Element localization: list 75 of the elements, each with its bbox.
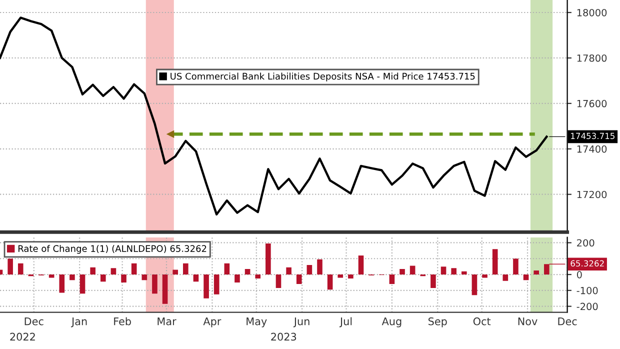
bar <box>162 274 168 304</box>
bar <box>276 274 282 288</box>
bar <box>142 274 148 280</box>
bar <box>214 274 220 294</box>
y-tick-label: -200 <box>576 302 598 310</box>
bar <box>8 258 13 275</box>
y-tick-label: 17800 <box>577 54 607 62</box>
x-tick-label: Apr <box>203 318 222 328</box>
bar <box>100 274 106 282</box>
bar <box>204 274 209 298</box>
bar <box>59 274 65 293</box>
x-tick-label: May <box>246 318 267 328</box>
legend-label: Rate of Change 1(1) (ALNLDEPO) 65.3262 <box>18 244 206 254</box>
bar <box>121 274 126 282</box>
y-tick-label: 17200 <box>577 190 607 198</box>
x-tick-label: Feb <box>114 317 131 326</box>
bar <box>286 267 292 275</box>
annotation: 65.3262 <box>570 260 604 267</box>
y-tick-label: 200 <box>577 239 594 247</box>
bar <box>534 270 540 275</box>
bar <box>389 274 395 284</box>
x-tick-label: Oct <box>473 317 491 326</box>
bar <box>90 267 96 275</box>
bar <box>338 274 344 278</box>
bar <box>482 274 488 278</box>
bar <box>440 266 446 275</box>
bar <box>224 263 230 275</box>
bar <box>255 274 261 278</box>
bar <box>358 255 364 275</box>
bar <box>430 274 436 288</box>
bar <box>18 263 24 275</box>
x-tick-label: Dec <box>558 318 577 326</box>
bar <box>70 274 75 280</box>
bar <box>110 268 116 275</box>
bar <box>348 274 354 278</box>
bar <box>400 268 405 275</box>
bar <box>306 264 312 275</box>
bar <box>296 274 302 284</box>
bar <box>172 270 178 275</box>
bar <box>193 274 199 282</box>
x-tick-label: Mar <box>158 318 176 326</box>
y-tick-label: -100 <box>576 286 598 294</box>
bar <box>523 274 529 280</box>
x-tick-label: Sep <box>428 317 447 328</box>
bar <box>317 259 322 275</box>
bar <box>234 274 240 282</box>
bar <box>472 274 478 296</box>
annotation: 17453.715 <box>571 132 614 140</box>
x-tick-label: Jul <box>339 317 352 328</box>
bar <box>183 263 188 275</box>
bar <box>266 244 271 275</box>
bar <box>462 271 467 275</box>
bar <box>410 266 416 275</box>
y-tick-label: 0 <box>576 271 582 278</box>
x-tick-label: Jan <box>71 318 87 328</box>
x-tick-label: Nov <box>518 318 538 326</box>
text: 2023 <box>271 332 296 341</box>
bar <box>492 249 498 275</box>
x-tick-label: Aug <box>382 318 402 328</box>
bar <box>244 268 250 275</box>
y-tick-label: 17600 <box>577 100 607 108</box>
y-tick-label: 17400 <box>577 145 607 153</box>
bar <box>327 274 333 290</box>
bar <box>513 258 518 275</box>
bar <box>80 274 86 294</box>
bar <box>502 274 508 281</box>
bar <box>131 263 137 275</box>
x-tick-label: Dec <box>24 318 44 326</box>
bar <box>48 274 54 278</box>
bar <box>152 274 158 294</box>
x-tick-label: Jun <box>293 318 310 328</box>
y-tick-label: 18000 <box>577 8 607 16</box>
bar <box>451 268 456 275</box>
text: 2022 <box>10 332 35 341</box>
legend-label: US Commercial Bank Liabilities Deposits NSA - Mid Price 17453.715 <box>170 72 475 82</box>
